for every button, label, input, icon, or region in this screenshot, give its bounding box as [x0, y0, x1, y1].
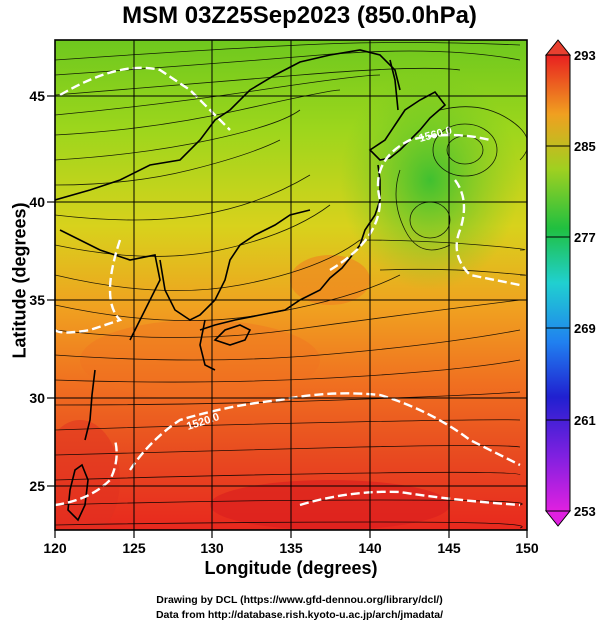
- y-axis-label: Latitude (degrees): [9, 202, 30, 359]
- x-tick-135: 135: [279, 540, 303, 556]
- footer-credit-drawing: Drawing by DCL (https://www.gfd-dennou.o…: [156, 594, 443, 606]
- height-contours: [55, 66, 521, 507]
- graticule: [55, 40, 527, 530]
- colorbar: [544, 39, 572, 527]
- y-tick-40: 40: [29, 194, 45, 210]
- wind-streamlines: [55, 42, 527, 529]
- temperature-field: [55, 40, 527, 530]
- x-tick-125: 125: [122, 540, 146, 556]
- y-tick-35: 35: [29, 292, 45, 308]
- x-tick-140: 140: [358, 540, 382, 556]
- x-tick-120: 120: [43, 540, 67, 556]
- colorbar-tick-261: 261: [574, 413, 596, 428]
- footer-credit-data: Data from http://database.rish.kyoto-u.a…: [155, 609, 444, 621]
- colorbar-tick-285: 285: [574, 139, 596, 154]
- colorbar-tick-253: 253: [574, 504, 596, 519]
- tick-marks: [47, 95, 528, 538]
- x-axis-label: Longitude (degrees): [204, 558, 378, 578]
- x-tick-150: 150: [515, 540, 539, 556]
- colorbar-tick-277: 277: [574, 230, 596, 245]
- y-tick-45: 45: [29, 88, 45, 104]
- colorbar-tick-293: 293: [574, 48, 596, 63]
- x-tick-145: 145: [437, 540, 461, 556]
- x-tick-130: 130: [200, 540, 224, 556]
- y-tick-30: 30: [29, 390, 45, 406]
- colorbar-tick-269: 269: [574, 321, 596, 336]
- y-tick-25: 25: [29, 478, 45, 494]
- map-title: MSM 03Z25Sep2023 (850.0hPa): [122, 2, 477, 29]
